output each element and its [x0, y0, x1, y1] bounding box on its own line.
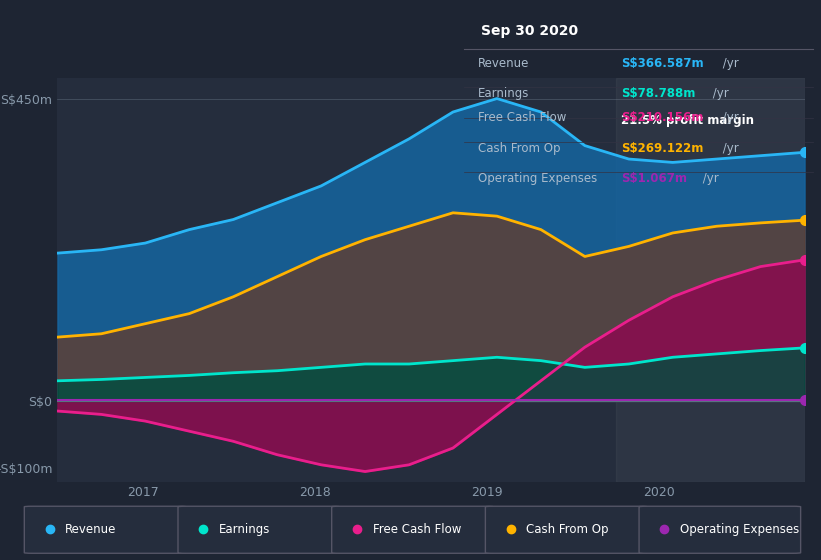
FancyBboxPatch shape	[485, 506, 647, 553]
Text: S$1.067m: S$1.067m	[621, 172, 687, 185]
Text: S$78.788m: S$78.788m	[621, 87, 695, 100]
Text: Cash From Op: Cash From Op	[526, 522, 609, 536]
Text: /yr: /yr	[699, 172, 719, 185]
Text: Earnings: Earnings	[478, 87, 530, 100]
FancyBboxPatch shape	[178, 506, 340, 553]
Text: /yr: /yr	[709, 87, 728, 100]
Text: /yr: /yr	[718, 111, 738, 124]
Text: Operating Expenses: Operating Expenses	[478, 172, 597, 185]
Text: Free Cash Flow: Free Cash Flow	[373, 522, 461, 536]
Text: S$269.122m: S$269.122m	[621, 142, 704, 155]
Text: Revenue: Revenue	[478, 57, 530, 69]
Text: /yr: /yr	[718, 57, 738, 69]
Text: Revenue: Revenue	[66, 522, 117, 536]
Text: Operating Expenses: Operating Expenses	[680, 522, 800, 536]
Text: Earnings: Earnings	[219, 522, 270, 536]
Text: Sep 30 2020: Sep 30 2020	[481, 24, 579, 38]
Text: S$210.156m: S$210.156m	[621, 111, 704, 124]
Text: S$366.587m: S$366.587m	[621, 57, 704, 69]
Text: 21.5% profit margin: 21.5% profit margin	[621, 114, 754, 128]
Text: /yr: /yr	[718, 142, 738, 155]
FancyBboxPatch shape	[25, 506, 186, 553]
FancyBboxPatch shape	[332, 506, 493, 553]
Text: Free Cash Flow: Free Cash Flow	[478, 111, 566, 124]
Bar	[616, 78, 805, 482]
FancyBboxPatch shape	[639, 506, 800, 553]
Text: Cash From Op: Cash From Op	[478, 142, 560, 155]
